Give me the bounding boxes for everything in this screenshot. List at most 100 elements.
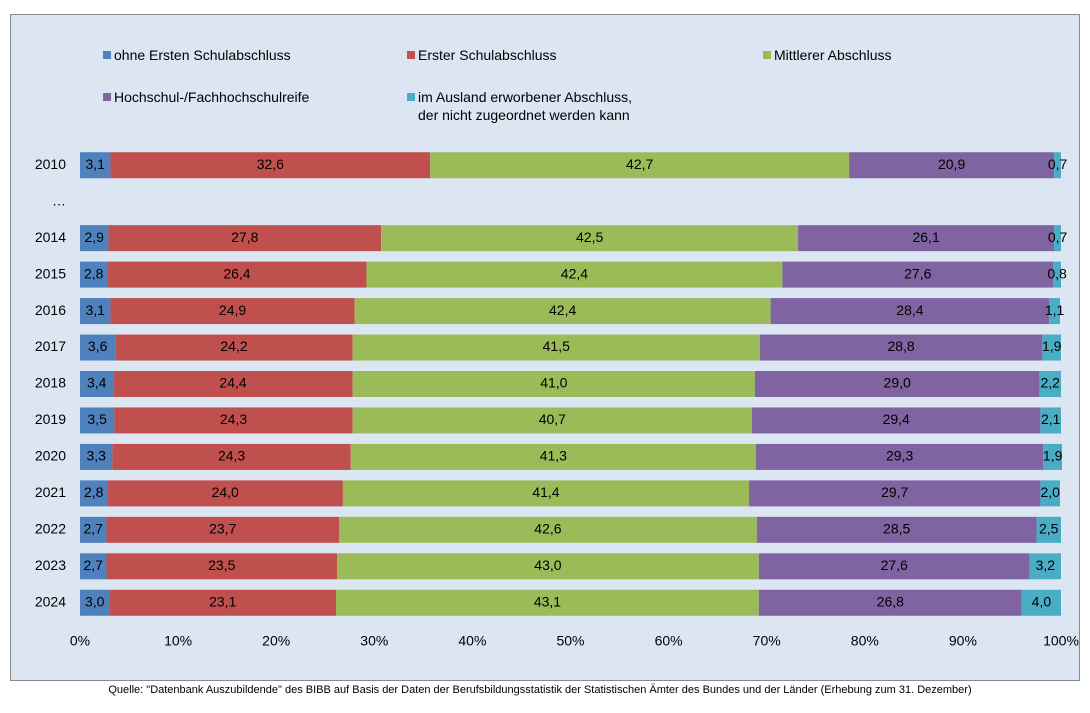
bar-segment bbox=[80, 298, 111, 325]
value-label: 41,5 bbox=[543, 338, 570, 354]
value-label: 40,7 bbox=[539, 411, 566, 427]
legend-item: Mittlerer Abschluss bbox=[763, 46, 891, 64]
legend-label: Hochschul-/Fachhochschulreife bbox=[114, 89, 310, 105]
y-tick-label: 2023 bbox=[35, 557, 66, 573]
bar-segment bbox=[756, 516, 1037, 543]
bar-segment bbox=[110, 298, 355, 325]
bar-segment bbox=[106, 553, 338, 580]
bar-segment bbox=[108, 225, 382, 252]
bar-segment bbox=[115, 334, 353, 361]
bar-segment bbox=[759, 334, 1043, 361]
bar-segment bbox=[106, 516, 339, 543]
value-label: 43,0 bbox=[534, 557, 561, 573]
value-label: 32,6 bbox=[257, 156, 284, 172]
value-label: 41,0 bbox=[540, 375, 567, 391]
y-tick-label: 2019 bbox=[35, 411, 66, 427]
y-tick-label: … bbox=[52, 192, 66, 208]
value-label: 29,4 bbox=[883, 411, 910, 427]
legend-item: im Ausland erworbener Abschluss, der nic… bbox=[407, 88, 632, 124]
x-tick-label: 0% bbox=[70, 633, 90, 649]
legend-label: Erster Schulabschluss bbox=[418, 47, 557, 63]
value-label: 2,8 bbox=[84, 265, 104, 281]
bar-segment bbox=[755, 443, 1044, 470]
bar-segment bbox=[1036, 516, 1061, 543]
value-label: 3,6 bbox=[88, 338, 108, 354]
bar-segment bbox=[110, 152, 431, 179]
bar-segment bbox=[342, 480, 750, 507]
legend-swatch bbox=[763, 51, 771, 59]
x-tick-label: 100% bbox=[1043, 633, 1079, 649]
value-label: 1,1 bbox=[1045, 302, 1065, 318]
value-label: 3,0 bbox=[85, 593, 105, 609]
legend-label: im Ausland erworbener Abschluss, der nic… bbox=[418, 89, 632, 123]
value-label: 29,3 bbox=[886, 448, 913, 464]
value-label: 2,7 bbox=[84, 521, 104, 537]
value-label: 29,0 bbox=[884, 375, 911, 391]
value-label: 42,5 bbox=[576, 229, 603, 245]
bar-segment bbox=[798, 225, 1055, 252]
bar-segment bbox=[1043, 443, 1062, 470]
value-label: 41,3 bbox=[540, 448, 567, 464]
bar-segment bbox=[350, 443, 756, 470]
y-tick-label: 2021 bbox=[35, 484, 66, 500]
value-label: 2,1 bbox=[1041, 411, 1061, 427]
bar-segment bbox=[758, 589, 1022, 616]
bar-segment bbox=[107, 261, 367, 288]
bar-segment bbox=[80, 371, 114, 397]
legend-item: Hochschul-/Fachhochschulreife bbox=[103, 88, 309, 106]
value-label: 2,7 bbox=[84, 557, 104, 573]
bar-segment bbox=[80, 407, 115, 434]
value-label: 23,1 bbox=[209, 593, 236, 609]
source-note: Quelle: "Datenbank Auszubildende" des BI… bbox=[108, 684, 971, 696]
bar-segment bbox=[1029, 553, 1061, 580]
bar-segment bbox=[751, 407, 1041, 434]
bar-segment bbox=[114, 407, 353, 434]
x-tick-label: 90% bbox=[949, 633, 977, 649]
value-label: 28,8 bbox=[887, 338, 914, 354]
bar-segment bbox=[80, 225, 109, 252]
bar-segment bbox=[80, 553, 107, 580]
bar-segment bbox=[80, 261, 108, 288]
value-label: 27,6 bbox=[904, 265, 931, 281]
value-label: 26,1 bbox=[912, 229, 939, 245]
bar-segment bbox=[430, 152, 850, 179]
legend-label: ohne Ersten Schulabschluss bbox=[114, 47, 291, 63]
bar-segment bbox=[107, 480, 343, 507]
bar-segment bbox=[112, 443, 351, 470]
bar-segment bbox=[849, 152, 1055, 179]
value-label: 42,4 bbox=[549, 302, 576, 318]
bar-segment bbox=[352, 371, 755, 397]
value-label: 29,7 bbox=[881, 484, 908, 500]
value-label: 3,5 bbox=[87, 411, 107, 427]
value-label: 24,0 bbox=[212, 484, 239, 500]
value-label: 26,4 bbox=[223, 265, 250, 281]
value-label: 2,2 bbox=[1040, 375, 1060, 391]
bar-segment bbox=[1053, 261, 1061, 288]
value-label: 3,1 bbox=[85, 302, 105, 318]
bar-segment bbox=[113, 371, 353, 397]
value-label: 24,3 bbox=[220, 411, 247, 427]
bar-segment bbox=[754, 371, 1040, 397]
x-tick-label: 80% bbox=[851, 633, 879, 649]
value-label: 23,5 bbox=[208, 557, 235, 573]
value-label: 2,8 bbox=[84, 484, 104, 500]
legend-item: ohne Ersten Schulabschluss bbox=[103, 46, 291, 64]
value-label: 3,3 bbox=[86, 448, 106, 464]
y-tick-label: 2016 bbox=[35, 302, 66, 318]
bar-segment bbox=[770, 298, 1050, 325]
bar-segment bbox=[1021, 589, 1061, 616]
x-tick-label: 20% bbox=[262, 633, 290, 649]
bar-segment bbox=[758, 553, 1030, 580]
bar-segment bbox=[1049, 298, 1061, 325]
value-label: 43,1 bbox=[534, 593, 561, 609]
y-tick-label: 2018 bbox=[35, 375, 66, 391]
bar-segment bbox=[366, 261, 783, 288]
value-label: 1,9 bbox=[1043, 448, 1063, 464]
y-tick-label: 2024 bbox=[35, 593, 66, 609]
value-label: 3,2 bbox=[1036, 557, 1056, 573]
value-label: 0,7 bbox=[1048, 156, 1068, 172]
x-tick-label: 70% bbox=[753, 633, 781, 649]
legend-swatch bbox=[407, 93, 415, 101]
value-label: 42,4 bbox=[561, 265, 588, 281]
